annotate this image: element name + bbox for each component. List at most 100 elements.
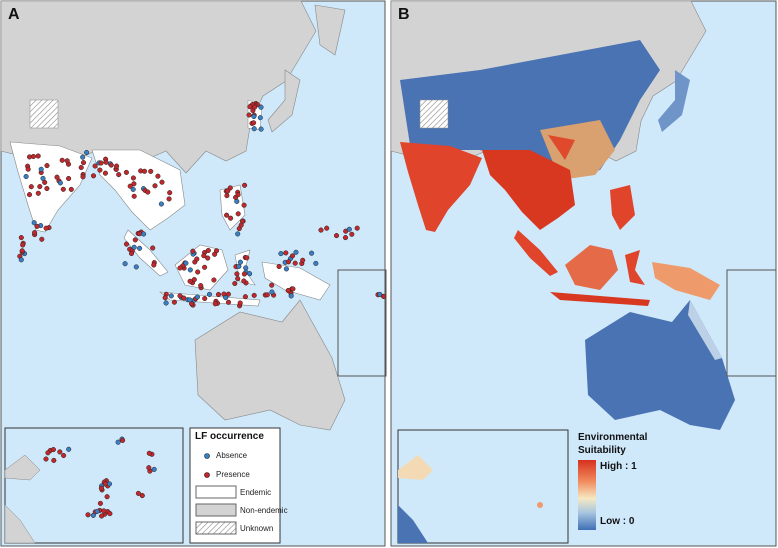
occurrence-point: [278, 251, 284, 257]
occurrence-point: [18, 257, 24, 263]
occurrence-point: [243, 265, 249, 271]
occurrence-point: [158, 201, 164, 207]
occurrence-point: [205, 247, 211, 254]
occurrence-point: [171, 299, 177, 305]
occurrence-point: [57, 180, 63, 186]
occurrence-point: [78, 164, 84, 171]
occurrence-point: [57, 449, 63, 455]
occurrence-point: [84, 149, 90, 156]
occurrence-point: [241, 278, 247, 284]
occurrence-point: [194, 256, 200, 262]
occurrence-point: [346, 226, 352, 232]
occurrence-point: [166, 196, 172, 202]
occurrence-point: [99, 513, 105, 519]
occurrence-point: [51, 457, 57, 463]
occurrence-point: [206, 291, 213, 297]
legend-low: Low : 0: [600, 516, 635, 527]
occurrence-point: [60, 186, 66, 192]
occurrence-point: [232, 280, 238, 287]
occurrence-point: [135, 490, 141, 496]
occurrence-point: [202, 295, 208, 302]
occurrence-point: [128, 250, 135, 257]
occurrence-point: [354, 225, 360, 231]
occurrence-point: [177, 265, 183, 271]
occurrence-point: [236, 263, 242, 269]
occurrence-point: [195, 269, 201, 275]
occurrence-point: [288, 293, 294, 299]
occurrence-point: [318, 227, 324, 233]
occurrence-point: [101, 508, 107, 514]
occurrence-point: [54, 174, 60, 180]
occurrence-point: [141, 231, 147, 237]
occurrence-point: [64, 158, 70, 164]
occurrence-point: [201, 253, 207, 259]
occurrence-point: [61, 452, 67, 459]
occurrence-point: [20, 242, 26, 248]
legend-a: [189, 427, 281, 544]
occurrence-point: [106, 481, 113, 487]
occurrence-point: [130, 175, 136, 181]
occurrence-point: [258, 126, 264, 132]
occurrence-point: [68, 186, 74, 192]
occurrence-point: [30, 153, 36, 160]
occurrence-point: [283, 250, 289, 256]
occurrence-point: [115, 439, 121, 445]
occurrence-point: [212, 301, 218, 307]
occurrence-point: [235, 276, 241, 282]
occurrence-point: [26, 192, 33, 198]
occurrence-point: [94, 508, 100, 514]
occurrence-point: [90, 173, 97, 179]
occurrence-point: [43, 456, 49, 462]
occurrence-point: [34, 223, 40, 229]
occurrence-point: [223, 295, 229, 301]
occurrence-point: [155, 173, 161, 179]
occurrence-point: [141, 168, 148, 174]
occurrence-point: [224, 212, 230, 218]
occurrence-point: [242, 294, 248, 300]
occurrence-point: [23, 173, 29, 180]
occurrence-point: [212, 251, 218, 257]
occurrence-point: [235, 211, 241, 217]
occurrence-point: [191, 277, 197, 283]
inset-b: [397, 429, 569, 544]
occurrence-point: [131, 181, 137, 187]
occurrence-point: [66, 175, 72, 182]
occurrence-point: [187, 278, 193, 284]
occurrence-point: [40, 175, 46, 181]
occurrence-point: [32, 230, 38, 236]
occurrence-point: [80, 154, 86, 160]
occurrence-point: [234, 271, 240, 277]
occurrence-point: [162, 295, 168, 301]
occurrence-point: [251, 292, 257, 298]
occurrence-point: [289, 253, 296, 259]
occurrence-point: [194, 294, 200, 300]
legend-label: Presence: [216, 470, 250, 479]
occurrence-point: [131, 193, 137, 199]
occurrence-point: [235, 192, 241, 198]
occurrence-point: [80, 160, 87, 166]
occurrence-point: [127, 183, 133, 189]
occurrence-point: [25, 166, 31, 172]
occurrence-point: [122, 261, 128, 267]
occurrence-point: [37, 184, 43, 190]
occurrence-point: [211, 277, 217, 283]
occurrence-point: [97, 167, 103, 173]
occurrence-point: [80, 174, 86, 180]
occurrence-point: [225, 188, 231, 194]
occurrence-point: [45, 450, 51, 456]
occurrence-point: [130, 186, 136, 192]
occurrence-point: [97, 500, 103, 506]
occurrence-point: [241, 202, 247, 208]
occurrence-point: [108, 162, 114, 168]
occurrence-point: [247, 104, 253, 110]
occurrence-point: [59, 157, 65, 163]
occurrence-point: [44, 163, 50, 169]
occurrence-point: [132, 237, 138, 243]
occurrence-point: [285, 287, 291, 294]
occurrence-point: [104, 494, 110, 500]
occurrence-point: [103, 159, 109, 165]
occurrence-point: [102, 170, 108, 176]
legend-label: Absence: [216, 451, 248, 460]
occurrence-point: [269, 289, 275, 295]
